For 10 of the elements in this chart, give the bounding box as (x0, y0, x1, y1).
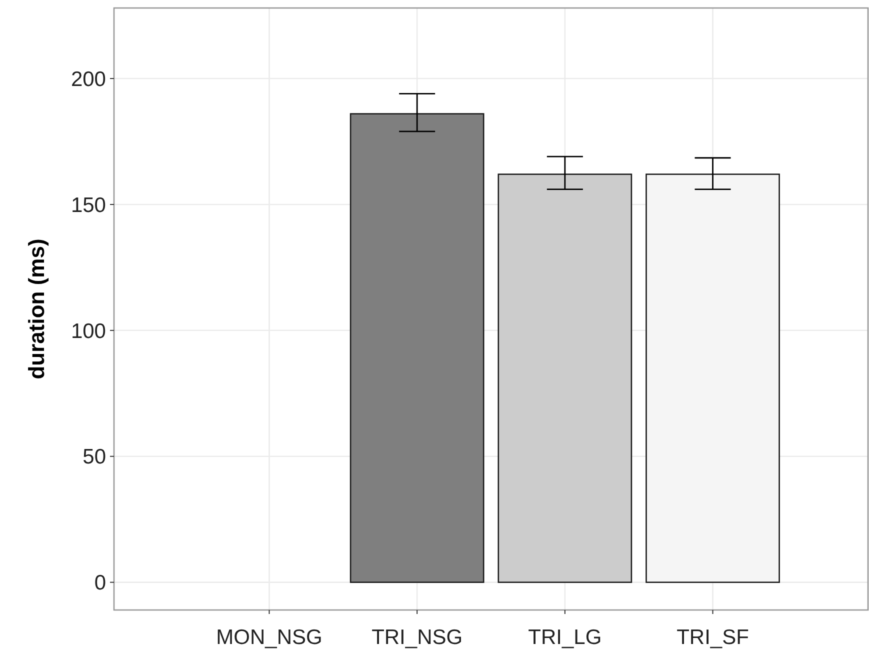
x-tick-label: TRI_LG (528, 626, 602, 649)
x-tick-label: TRI_NSG (372, 626, 463, 649)
y-tick-label: 0 (94, 572, 106, 595)
y-tick-label: 50 (82, 446, 106, 469)
x-tick-label: MON_NSG (216, 626, 322, 649)
x-tick-label: TRI_SF (676, 626, 749, 649)
y-tick-label: 100 (70, 320, 106, 343)
y-tick-label: 200 (70, 68, 106, 91)
y-tick-label: 150 (70, 194, 106, 217)
y-axis-title: duration (ms) (24, 238, 49, 380)
